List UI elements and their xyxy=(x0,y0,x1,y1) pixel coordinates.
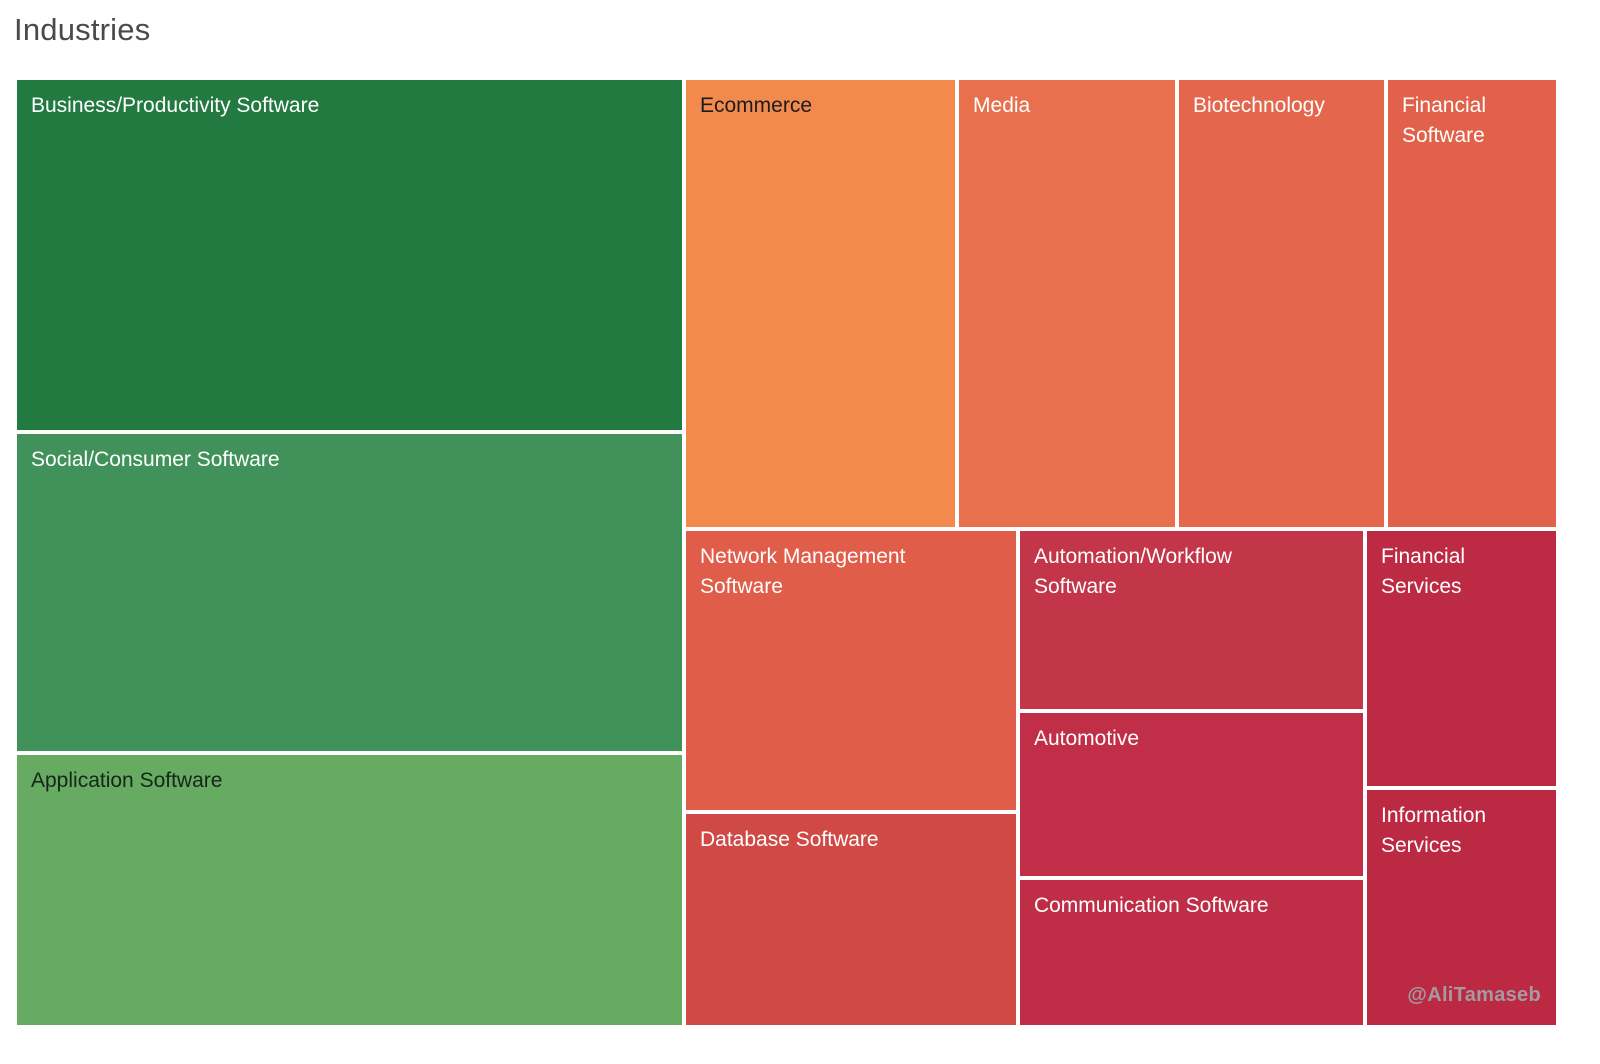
tile-label: Ecommerce xyxy=(700,94,813,117)
tile-label: Network Management Software xyxy=(700,544,906,598)
treemap-tile-business-productivity-software[interactable]: Business/Productivity Software xyxy=(17,80,682,431)
tile-label: Information Services xyxy=(1381,803,1487,857)
tile-label: Financial Software xyxy=(1401,94,1486,148)
treemap-tile-application-software[interactable]: Application Software xyxy=(17,755,682,1025)
tile-label: Automation/Workflow Software xyxy=(1033,544,1232,598)
tile-label: Automotive xyxy=(1033,726,1140,750)
treemap-tile-biotechnology[interactable]: Biotechnology xyxy=(1178,80,1384,527)
treemap-tile-information-services[interactable]: Information Services xyxy=(1367,789,1556,1025)
treemap-tile-social-consumer-software[interactable]: Social/Consumer Software xyxy=(17,433,682,751)
page-title: Industries xyxy=(14,12,151,47)
treemap: Business/Productivity Software Social/Con… xyxy=(17,80,1556,1025)
tile-label: Business/Productivity Software xyxy=(31,94,320,117)
tile-label: Application Software xyxy=(31,769,223,792)
treemap-tile-financial-services[interactable]: Financial Services xyxy=(1367,530,1556,786)
tile-label: Financial Services xyxy=(1381,544,1466,598)
treemap-tile-financial-software[interactable]: Financial Software xyxy=(1387,80,1556,527)
tile-label: Communication Software xyxy=(1033,894,1269,918)
tile-label: Biotechnology xyxy=(1192,94,1325,117)
treemap-tile-communication-software[interactable]: Communication Software xyxy=(1019,880,1363,1025)
treemap-tile-automotive[interactable]: Automotive xyxy=(1019,712,1363,876)
treemap-tile-network-management-software[interactable]: Network Management Software xyxy=(686,530,1016,810)
tile-label: Database Software xyxy=(700,827,879,851)
treemap-tile-media[interactable]: Media xyxy=(959,80,1176,527)
treemap-tile-ecommerce[interactable]: Ecommerce xyxy=(686,80,956,527)
treemap-tile-database-software[interactable]: Database Software xyxy=(686,813,1016,1025)
tile-label: Media xyxy=(973,94,1031,117)
treemap-tile-automation-workflow-software[interactable]: Automation/Workflow Software xyxy=(1019,530,1363,709)
watermark: @AliTamaseb xyxy=(1407,984,1541,1006)
tile-label: Social/Consumer Software xyxy=(31,447,280,471)
